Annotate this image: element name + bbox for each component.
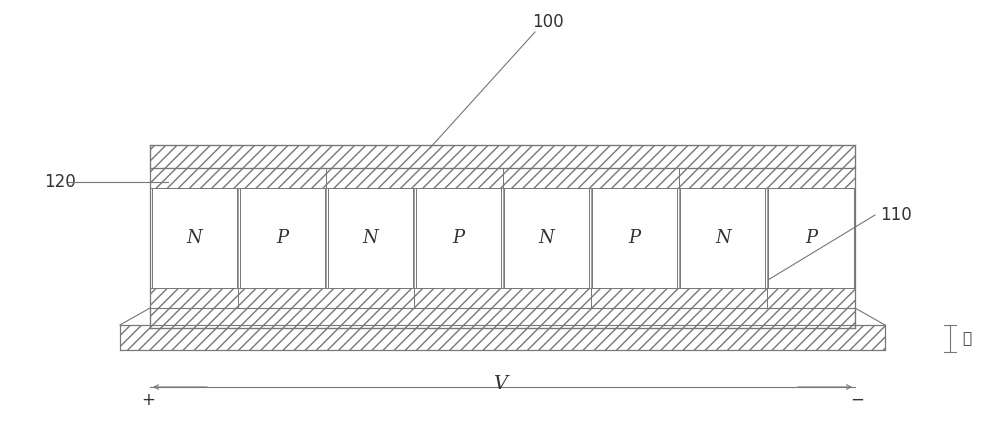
Bar bbox=[504, 188, 589, 288]
Text: N: N bbox=[539, 229, 554, 247]
Bar bbox=[503, 168, 679, 188]
Bar bbox=[120, 325, 885, 350]
Text: 100: 100 bbox=[532, 13, 564, 31]
Bar bbox=[679, 168, 855, 188]
Bar bbox=[150, 145, 855, 168]
Text: P: P bbox=[276, 229, 288, 247]
Bar bbox=[328, 188, 413, 288]
Text: −: − bbox=[850, 391, 864, 409]
Bar bbox=[238, 288, 414, 308]
Text: N: N bbox=[362, 229, 378, 247]
Text: 上: 上 bbox=[962, 331, 971, 346]
Text: P: P bbox=[805, 229, 817, 247]
Bar bbox=[591, 288, 767, 308]
Text: 110: 110 bbox=[880, 206, 912, 224]
Bar bbox=[680, 188, 765, 288]
Bar bbox=[150, 308, 855, 328]
Bar bbox=[767, 288, 855, 308]
Text: V: V bbox=[493, 375, 507, 393]
Bar bbox=[414, 288, 591, 308]
Text: 120: 120 bbox=[44, 173, 76, 191]
Bar bbox=[592, 188, 677, 288]
Bar bbox=[768, 188, 854, 288]
Text: P: P bbox=[629, 229, 641, 247]
Bar bbox=[152, 188, 237, 288]
Text: N: N bbox=[186, 229, 202, 247]
Bar bbox=[326, 168, 503, 188]
Text: P: P bbox=[452, 229, 464, 247]
Text: N: N bbox=[715, 229, 731, 247]
Bar bbox=[150, 288, 238, 308]
Bar bbox=[240, 188, 325, 288]
Text: +: + bbox=[141, 391, 155, 409]
Bar bbox=[150, 168, 326, 188]
Bar bbox=[416, 188, 501, 288]
